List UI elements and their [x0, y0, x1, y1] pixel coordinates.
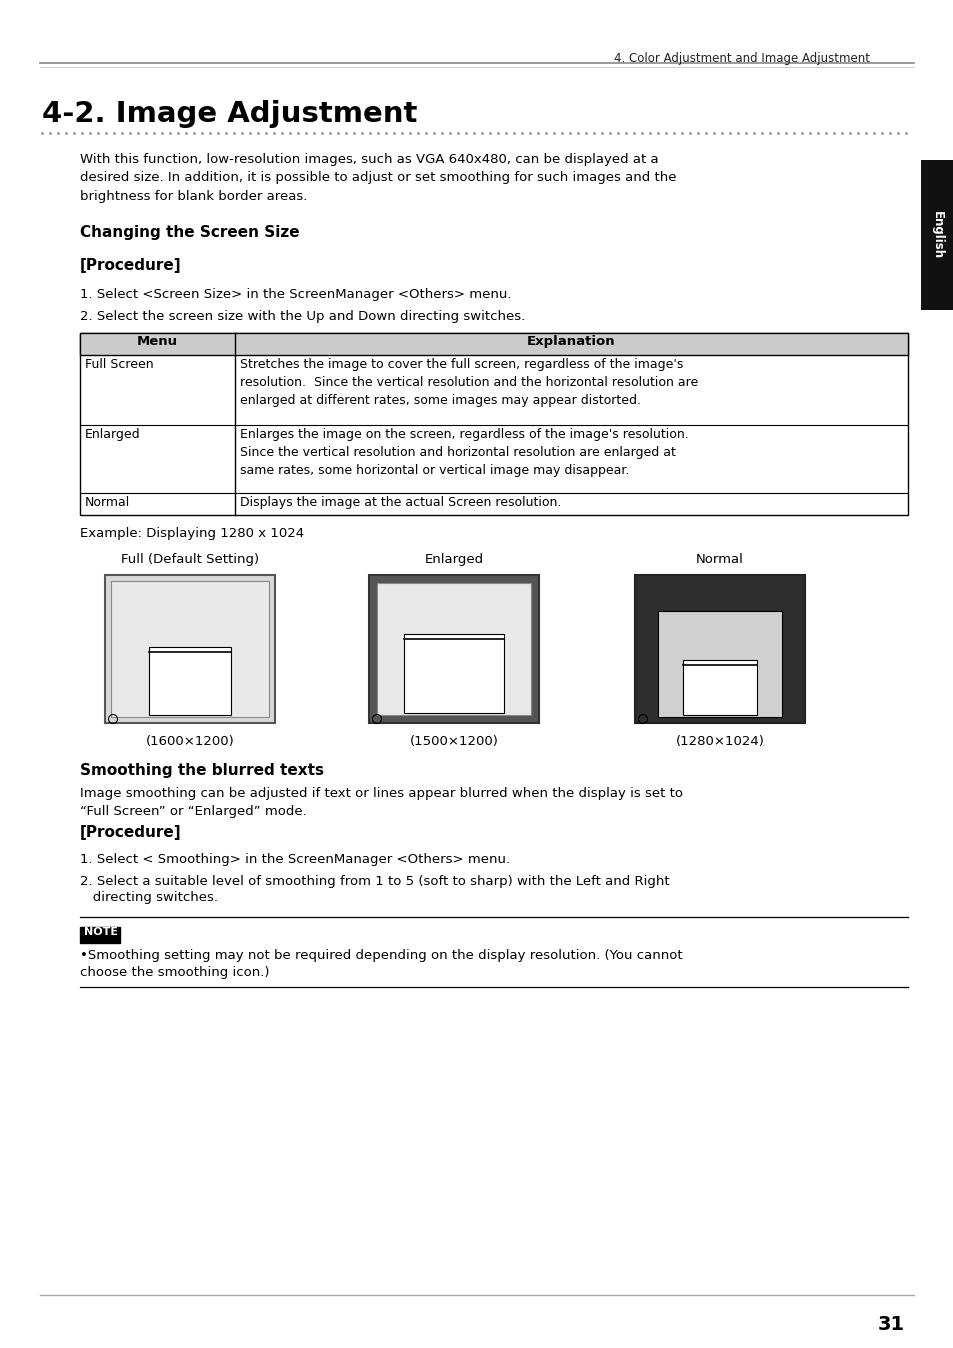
Text: 31: 31 [877, 1316, 904, 1335]
Bar [149, 647, 231, 714]
Text: directing switches.: directing switches. [80, 891, 218, 905]
Text: •Smoothing setting may not be required depending on the display resolution. (You: •Smoothing setting may not be required d… [80, 949, 682, 962]
Text: Smoothing the blurred texts: Smoothing the blurred texts [80, 763, 324, 778]
Text: Image smoothing can be adjusted if text or lines appear blurred when the display: Image smoothing can be adjusted if text … [80, 787, 682, 818]
Text: [Procedure]: [Procedure] [80, 257, 181, 274]
Text: Normal: Normal [696, 553, 743, 566]
Text: With this function, low-resolution images, such as VGA 640x480, can be displayed: With this function, low-resolution image… [80, 154, 676, 204]
Text: Displays the image at the actual Screen resolution.: Displays the image at the actual Screen … [240, 496, 560, 510]
Bar [111, 581, 269, 717]
Text: Menu: Menu [137, 336, 178, 348]
Text: (1600×1200): (1600×1200) [146, 735, 234, 748]
Text: 2. Select the screen size with the Up and Down directing switches.: 2. Select the screen size with the Up an… [80, 310, 525, 324]
Text: 1. Select < Smoothing> in the ScreenManager <Others> menu.: 1. Select < Smoothing> in the ScreenMana… [80, 853, 510, 865]
Bar [682, 659, 756, 714]
Text: Stretches the image to cover the full screen, regardless of the image's
resoluti: Stretches the image to cover the full sc… [240, 359, 698, 407]
Text: 1. Select <Screen Size> in the ScreenManager <Others> menu.: 1. Select <Screen Size> in the ScreenMan… [80, 288, 511, 301]
Text: Explanation: Explanation [527, 336, 616, 348]
Bar [80, 333, 907, 355]
Text: English: English [930, 210, 943, 259]
Text: Enlarges the image on the screen, regardless of the image's resolution.
Since th: Enlarges the image on the screen, regard… [240, 429, 688, 477]
Text: (1280×1024): (1280×1024) [675, 735, 763, 748]
Bar [635, 576, 804, 723]
Text: 4-2. Image Adjustment: 4-2. Image Adjustment [42, 100, 417, 128]
Text: Normal: Normal [85, 496, 131, 510]
Text: choose the smoothing icon.): choose the smoothing icon.) [80, 967, 269, 979]
Text: NOTE: NOTE [84, 927, 118, 937]
Bar [105, 576, 274, 723]
Text: Enlarged: Enlarged [85, 429, 140, 441]
Bar [369, 576, 538, 723]
Text: Enlarged: Enlarged [424, 553, 483, 566]
Bar [920, 160, 953, 310]
Bar [403, 634, 503, 713]
Text: Full (Default Setting): Full (Default Setting) [121, 553, 259, 566]
Bar [658, 611, 781, 717]
Bar [80, 927, 120, 944]
Text: 4. Color Adjustment and Image Adjustment: 4. Color Adjustment and Image Adjustment [614, 53, 869, 65]
Text: Changing the Screen Size: Changing the Screen Size [80, 225, 299, 240]
Text: [Procedure]: [Procedure] [80, 825, 181, 840]
Bar [376, 582, 531, 714]
Text: (1500×1200): (1500×1200) [409, 735, 497, 748]
Text: Full Screen: Full Screen [85, 359, 153, 371]
Bar [80, 333, 907, 515]
Text: 2. Select a suitable level of smoothing from 1 to 5 (soft to sharp) with the Lef: 2. Select a suitable level of smoothing … [80, 875, 669, 888]
Text: Example: Displaying 1280 x 1024: Example: Displaying 1280 x 1024 [80, 527, 304, 541]
